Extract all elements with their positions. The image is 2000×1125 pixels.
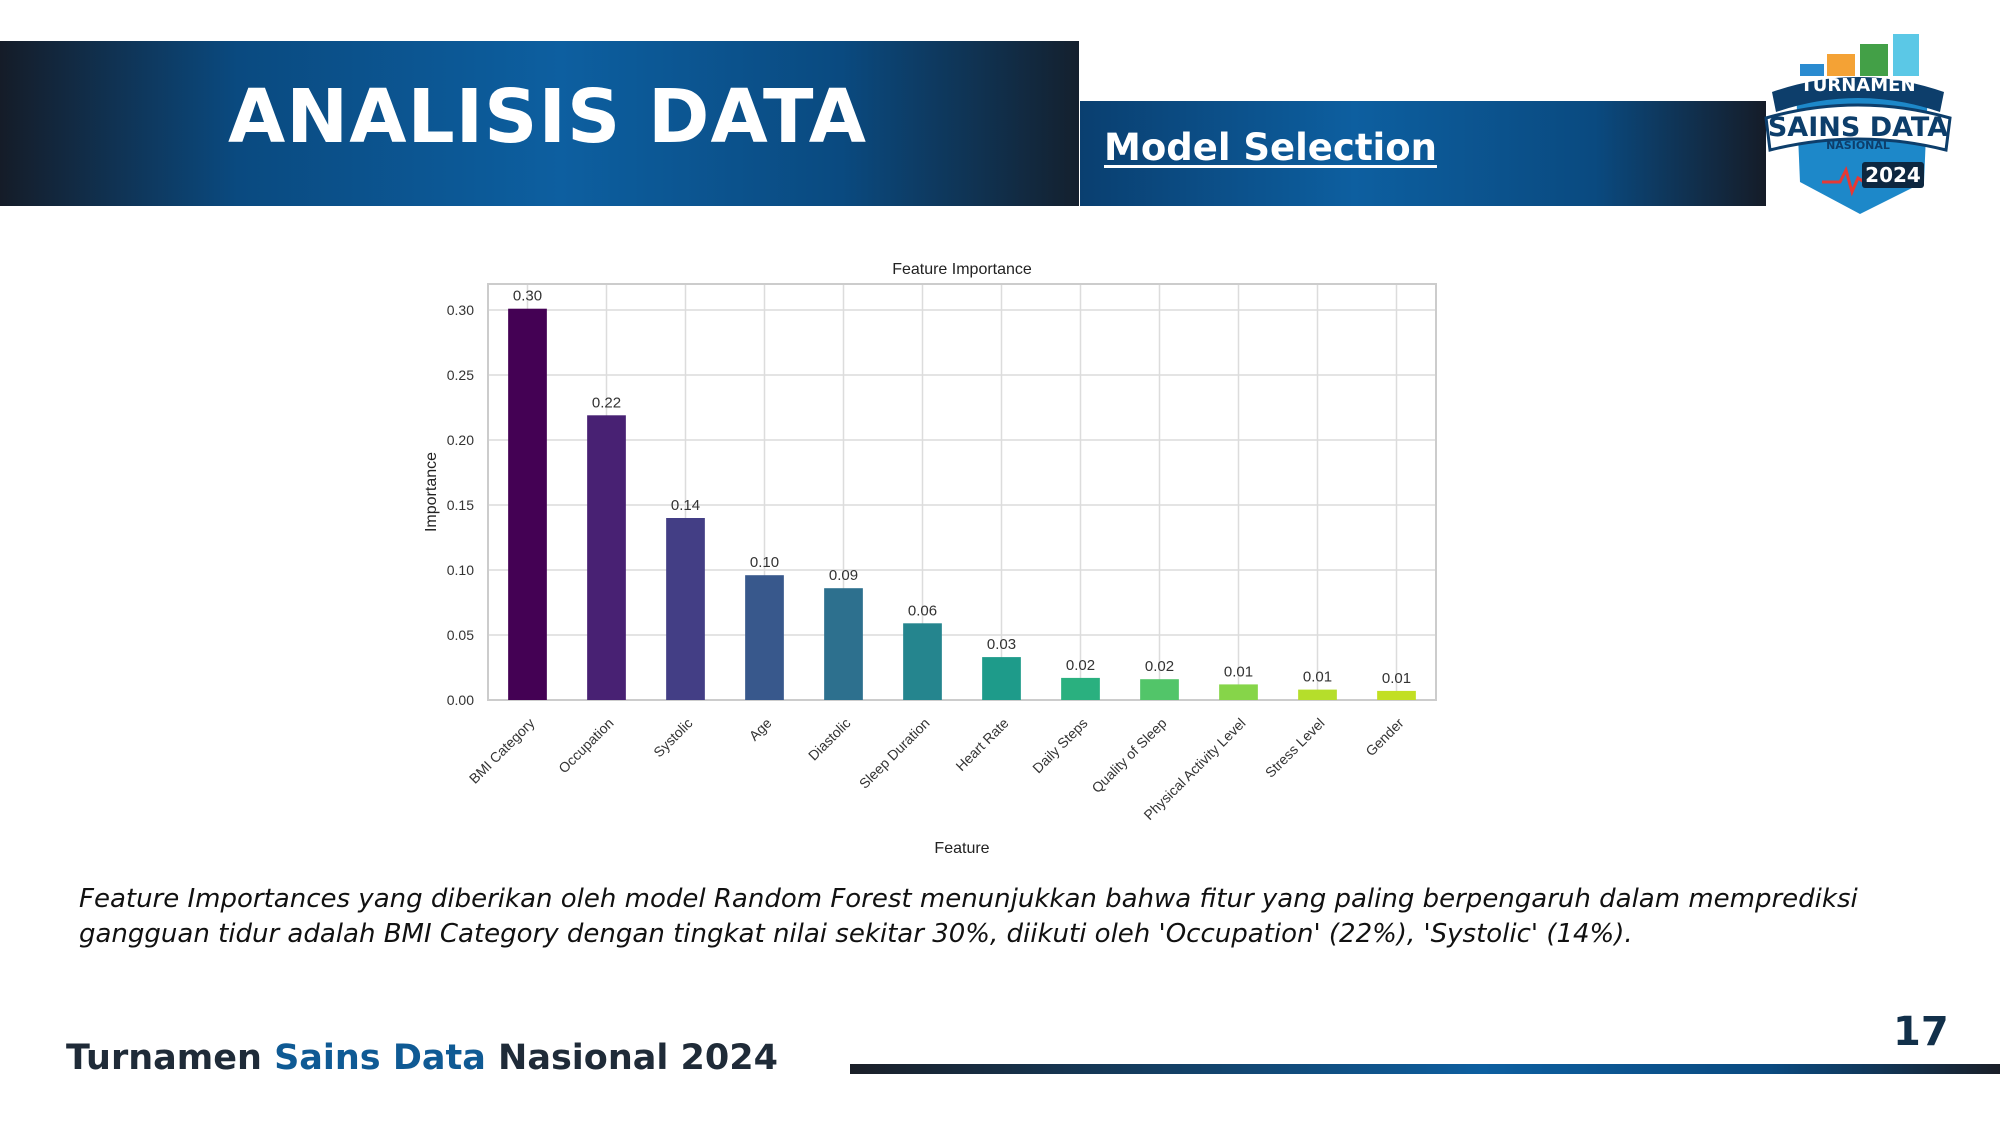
chart-bar bbox=[982, 657, 1021, 700]
chart-bar bbox=[1140, 679, 1179, 700]
footer-title-part2: Sains Data bbox=[274, 1038, 486, 1078]
chart-bar bbox=[1219, 684, 1258, 700]
logo-year: 2024 bbox=[1865, 163, 1921, 187]
logo-bar-cyan bbox=[1893, 34, 1919, 76]
chart-svg: 0.00 0.05 0.10 0.15 0.20 0.25 0.30 0.30 BMI Cate… bbox=[423, 261, 1437, 857]
plot-area bbox=[488, 284, 1436, 700]
subtitle-banner bbox=[1080, 101, 1766, 206]
x-tick-label: Gender bbox=[1362, 715, 1407, 760]
y-tick-label: 0.25 bbox=[447, 367, 474, 383]
logo-bar-orange bbox=[1827, 54, 1855, 76]
bar-data-label: 0.01 bbox=[1382, 670, 1411, 687]
x-axis-label: Feature bbox=[934, 840, 989, 857]
chart-bar bbox=[587, 415, 626, 700]
footer-title-part3: Nasional 2024 bbox=[485, 1038, 778, 1078]
plot-border bbox=[487, 283, 1437, 701]
footer-divider bbox=[850, 1064, 2000, 1074]
chart-bar bbox=[1298, 689, 1337, 700]
y-tick-label: 0.20 bbox=[447, 432, 474, 448]
logo-year-box bbox=[1862, 162, 1924, 188]
page-number: 17 bbox=[1893, 1009, 1949, 1055]
header-banner bbox=[0, 41, 1079, 206]
bar-data-label: 0.09 bbox=[829, 567, 858, 584]
tournament-badge-logo: TURNAMEN SAINS DATA NASIONAL 2024 bbox=[1764, 34, 1952, 214]
description-text: Feature Importances yang diberikan oleh … bbox=[79, 884, 1858, 949]
x-tick-label: Diastolic bbox=[805, 715, 854, 764]
logo-bar-blue bbox=[1800, 64, 1824, 76]
x-tick-label: Occupation bbox=[555, 715, 616, 776]
logo-ribbon-top bbox=[1772, 77, 1944, 112]
feature-importance-chart: 0.00 0.05 0.10 0.15 0.20 0.25 0.30 0.30 BMI Cate… bbox=[400, 250, 1460, 870]
y-axis-label: Importance bbox=[423, 452, 440, 532]
logo-bar-green bbox=[1860, 44, 1888, 76]
bar-data-label: 0.10 bbox=[750, 554, 779, 571]
logo-line3: NASIONAL bbox=[1826, 139, 1890, 152]
bar-data-label: 0.03 bbox=[987, 636, 1016, 653]
y-tick-label: 0.15 bbox=[447, 497, 474, 513]
chart-title: Feature Importance bbox=[892, 261, 1032, 278]
footer-title: Turnamen Sains Data Nasional 2024 bbox=[66, 1041, 778, 1076]
footer-title-part1: Turnamen bbox=[66, 1038, 275, 1078]
x-tick-label: Stress Level bbox=[1262, 715, 1328, 781]
logo-line1: TURNAMEN bbox=[1800, 75, 1915, 96]
logo-ribbon-main bbox=[1764, 103, 1952, 152]
bar-data-label: 0.01 bbox=[1303, 669, 1332, 686]
bar-data-label: 0.02 bbox=[1145, 658, 1174, 675]
y-tick-label: 0.05 bbox=[447, 627, 474, 643]
x-tick-label: Systolic bbox=[650, 715, 695, 760]
logo-line2: SAINS DATA bbox=[1768, 112, 1948, 143]
chart-bar bbox=[903, 623, 942, 700]
x-tick-label: Sleep Duration bbox=[856, 715, 933, 792]
chart-bar bbox=[1061, 677, 1100, 700]
chart-bar bbox=[745, 575, 784, 700]
x-tick-label: Quality of Sleep bbox=[1088, 715, 1169, 796]
bar-data-label: 0.06 bbox=[908, 602, 937, 619]
bar-data-label: 0.02 bbox=[1066, 657, 1095, 674]
chart-bar bbox=[666, 518, 705, 700]
x-tick-label: Age bbox=[746, 715, 775, 744]
x-tick-label: BMI Category bbox=[466, 715, 538, 787]
bar-data-label: 0.30 bbox=[513, 288, 542, 305]
bar-data-label: 0.14 bbox=[671, 497, 700, 514]
page-title: ANALISIS DATA bbox=[228, 74, 868, 160]
y-tick-label: 0.00 bbox=[447, 692, 474, 708]
bar-data-label: 0.22 bbox=[592, 394, 621, 411]
y-tick-label: 0.10 bbox=[447, 562, 474, 578]
chart-bar bbox=[1377, 690, 1416, 700]
section-subtitle: Model Selection bbox=[1104, 126, 1437, 169]
x-tick-label: Daily Steps bbox=[1029, 715, 1090, 776]
chart-bar bbox=[824, 588, 863, 700]
x-tick-label: Heart Rate bbox=[952, 715, 1011, 774]
y-tick-label: 0.30 bbox=[447, 302, 474, 318]
chart-bar bbox=[508, 308, 547, 700]
bar-data-label: 0.01 bbox=[1224, 663, 1253, 680]
